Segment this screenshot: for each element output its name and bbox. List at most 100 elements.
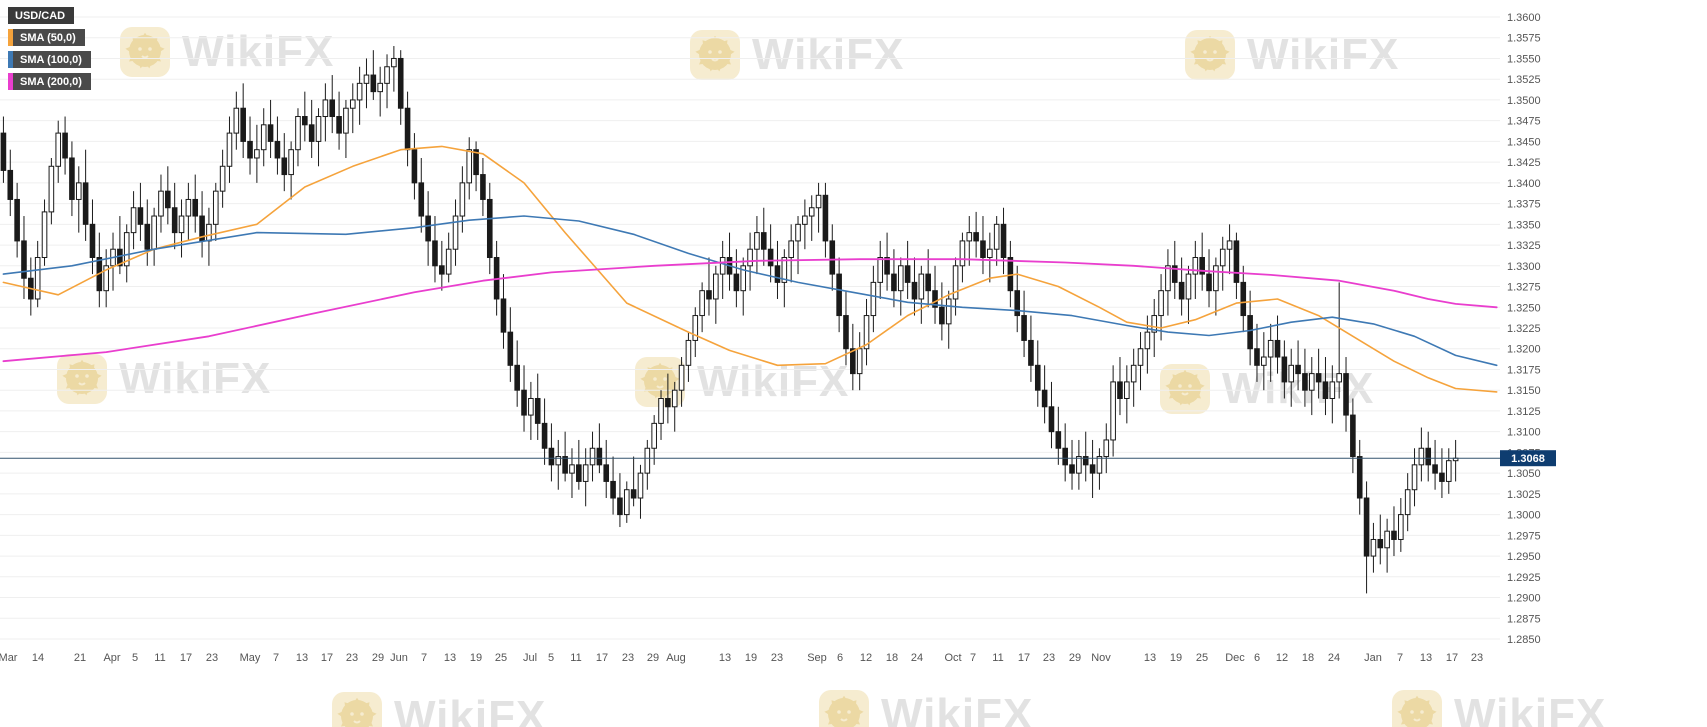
- y-axis-label: 1.3525: [1507, 74, 1541, 86]
- candle-body: [1288, 364, 1295, 383]
- legend-item-sma-50-0[interactable]: SMA (50,0): [8, 29, 85, 46]
- y-axis-label: 1.2900: [1507, 593, 1541, 605]
- candle-body: [302, 116, 308, 126]
- x-axis-label: 29: [372, 652, 384, 664]
- x-axis-label: 17: [596, 652, 608, 664]
- x-axis-label: 11: [570, 652, 581, 664]
- candle-body: [1281, 356, 1288, 383]
- candle-body: [178, 215, 185, 234]
- x-axis-label: 17: [1446, 652, 1458, 664]
- candle-body: [973, 232, 979, 242]
- candle-body: [130, 207, 137, 234]
- x-axis-label: 6: [1254, 652, 1260, 664]
- y-axis-label: 1.3400: [1507, 178, 1541, 190]
- candle-body: [651, 422, 657, 449]
- candle-body: [48, 165, 55, 213]
- candle-body: [528, 397, 534, 416]
- candle-body: [1302, 373, 1308, 391]
- candle-body: [589, 447, 596, 466]
- y-axis-label: 1.3250: [1507, 302, 1541, 314]
- candle-body: [1089, 464, 1096, 474]
- candle-body: [781, 257, 788, 283]
- x-axis-label: 23: [1043, 652, 1055, 664]
- y-axis-label: 1.3450: [1507, 136, 1541, 148]
- candle-body: [274, 140, 281, 159]
- x-axis-label: Apr: [103, 652, 120, 664]
- legend-item-sma-100-0[interactable]: SMA (100,0): [8, 51, 91, 68]
- candle-body: [582, 464, 589, 482]
- candle-body: [918, 273, 925, 300]
- x-axis-label: 23: [346, 652, 358, 664]
- x-axis-label: Jun: [390, 652, 408, 664]
- candle-body: [1336, 373, 1342, 383]
- legend-item-label: USD/CAD: [8, 7, 75, 24]
- candle-body: [1226, 240, 1233, 250]
- sma-line-sma-50-0: [2, 145, 1498, 393]
- candle-body: [1144, 331, 1151, 350]
- candle-body: [466, 149, 473, 184]
- candle-body: [1377, 538, 1384, 549]
- candle-body: [1356, 456, 1363, 499]
- candle-body: [391, 57, 397, 68]
- candle-body: [1178, 281, 1185, 300]
- candle-body: [1130, 364, 1137, 383]
- x-axis-label: 13: [296, 652, 308, 664]
- candle-body: [418, 182, 425, 217]
- candle-body: [226, 132, 233, 167]
- last-price-badge: [1500, 450, 1556, 467]
- y-axis-label: 1.3200: [1507, 344, 1541, 356]
- candle-body: [850, 348, 856, 375]
- candle-body: [939, 306, 945, 325]
- candle-body: [897, 265, 904, 292]
- x-axis-label: 18: [1302, 652, 1314, 664]
- y-axis-label: 1.3550: [1507, 53, 1541, 65]
- legend-color-swatch: [8, 51, 13, 68]
- candle-body: [1055, 431, 1062, 449]
- candle-body: [1247, 315, 1253, 350]
- sma-line-sma-100-0: [2, 215, 1498, 367]
- candle-body: [1082, 456, 1089, 466]
- candle-body: [932, 290, 938, 308]
- candle-body: [610, 480, 616, 499]
- candle-body: [987, 248, 993, 259]
- y-axis-label: 1.3025: [1507, 489, 1541, 501]
- candle-body: [1322, 381, 1329, 399]
- candle-body: [14, 198, 20, 242]
- candle-body: [877, 257, 884, 283]
- candle-body: [267, 124, 274, 142]
- legend-item-label: SMA (100,0): [13, 51, 91, 68]
- candle-body: [1343, 373, 1349, 416]
- x-axis-label: 17: [321, 652, 333, 664]
- candle-body: [219, 165, 226, 192]
- legend-item-label: SMA (200,0): [13, 73, 91, 90]
- candle-body: [1411, 464, 1418, 491]
- candle-body: [808, 207, 815, 217]
- candle-body: [336, 116, 342, 134]
- candle-body: [212, 190, 219, 225]
- candle-body: [69, 157, 75, 200]
- candle-body: [671, 389, 678, 408]
- candle-body: [1151, 315, 1158, 333]
- candle-body: [1124, 381, 1130, 399]
- legend-item-sma-200-0[interactable]: SMA (200,0): [8, 73, 91, 90]
- x-axis-label: 13: [444, 652, 456, 664]
- candle-body: [500, 298, 507, 333]
- y-axis-label: 1.3425: [1507, 157, 1541, 169]
- legend-item-usd-cad[interactable]: USD/CAD: [8, 7, 75, 24]
- x-axis-label: 29: [1069, 652, 1081, 664]
- x-axis-label: 5: [132, 652, 138, 664]
- x-axis-label: Jul: [523, 652, 537, 664]
- candle-body: [7, 169, 14, 200]
- candle-body: [1137, 348, 1144, 366]
- candle-body: [774, 265, 781, 283]
- candle-body: [384, 66, 390, 84]
- candle-body: [1117, 381, 1123, 399]
- y-axis-label: 1.3175: [1507, 364, 1541, 376]
- y-axis-label: 1.3275: [1507, 282, 1541, 294]
- x-axis-label: 14: [32, 652, 44, 664]
- candle-body: [541, 422, 548, 449]
- candle-body: [1103, 439, 1110, 458]
- candle-body: [658, 397, 664, 424]
